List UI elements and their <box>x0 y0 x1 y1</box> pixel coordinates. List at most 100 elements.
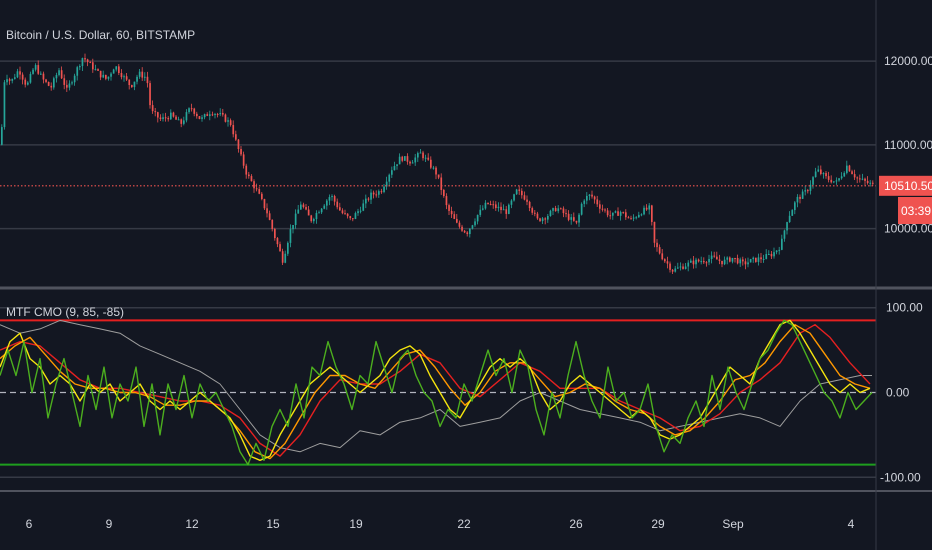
candle <box>6 74 8 86</box>
candle <box>489 200 492 206</box>
candle <box>796 194 799 208</box>
candle <box>557 205 560 214</box>
candle <box>596 195 599 208</box>
candle <box>68 80 71 91</box>
candle <box>463 229 466 234</box>
candle <box>744 258 747 270</box>
candle <box>638 211 640 218</box>
candle <box>271 219 274 232</box>
candle <box>40 71 42 75</box>
candle <box>133 81 136 91</box>
indicator-pane[interactable] <box>0 306 876 479</box>
candle <box>614 210 617 214</box>
candle <box>268 210 271 221</box>
candle <box>523 191 526 201</box>
current-price-tag[interactable] <box>879 175 932 196</box>
candle <box>29 71 32 84</box>
candle <box>8 77 11 85</box>
candle <box>848 164 851 172</box>
candle <box>180 118 183 128</box>
candle <box>112 68 115 74</box>
candle <box>380 188 383 194</box>
candle <box>513 193 515 202</box>
candle <box>349 215 352 221</box>
candle <box>448 203 450 216</box>
candle <box>588 194 591 201</box>
candle <box>690 258 692 263</box>
candle <box>79 64 81 71</box>
candle <box>367 197 370 202</box>
candle <box>695 257 697 269</box>
price-pane[interactable] <box>0 53 932 290</box>
candle <box>45 78 47 84</box>
candle <box>851 169 853 175</box>
candle <box>430 156 432 170</box>
candle <box>357 208 359 216</box>
candle <box>479 204 482 217</box>
candle <box>305 204 307 211</box>
candle <box>710 251 713 264</box>
candle <box>612 212 614 220</box>
candle <box>157 111 159 123</box>
candle <box>674 265 677 273</box>
candle <box>599 200 601 214</box>
candle <box>144 72 146 82</box>
candle <box>289 224 292 248</box>
candle <box>586 192 588 205</box>
candle <box>487 202 489 205</box>
candle <box>177 116 180 121</box>
candle <box>58 68 60 77</box>
candle <box>375 190 378 198</box>
candle <box>653 221 656 248</box>
candle <box>24 77 27 88</box>
time-axis[interactable]: 6 9 12 15 19 22 26 29 Sep 4 <box>0 490 932 531</box>
candle <box>515 188 518 195</box>
price-axis[interactable]: 12000.00 11000.00 10000.00 10510.50 03:39 100… <box>875 0 932 550</box>
candle <box>773 247 775 259</box>
candle <box>661 249 664 261</box>
candle <box>76 65 79 81</box>
candle <box>453 211 456 220</box>
candle <box>232 120 235 138</box>
candle <box>671 269 674 275</box>
candle <box>687 260 690 272</box>
candle <box>118 64 120 76</box>
candle <box>734 257 736 263</box>
cmo-series-line-green <box>0 319 873 466</box>
candle <box>716 251 718 260</box>
candle <box>336 198 339 210</box>
countdown-tag <box>898 197 932 224</box>
candle <box>11 78 14 84</box>
candle <box>71 80 73 86</box>
candle <box>193 107 196 117</box>
time-tick-label: 15 <box>266 517 280 531</box>
indicator-tick-label: -100.00 <box>880 470 921 484</box>
candle <box>812 175 814 189</box>
candle <box>866 176 869 185</box>
candle <box>541 216 544 225</box>
candle <box>229 118 232 127</box>
candle <box>378 189 380 198</box>
candle <box>16 68 19 79</box>
candle <box>32 68 34 75</box>
candle <box>34 63 37 72</box>
time-tick-label: Sep <box>722 517 744 531</box>
candle <box>497 202 500 212</box>
candle <box>505 206 508 219</box>
candle <box>315 210 318 224</box>
candle <box>196 111 198 119</box>
candle <box>258 186 261 195</box>
candle <box>435 166 437 180</box>
candle <box>3 80 6 130</box>
candle <box>833 181 835 184</box>
candle <box>281 248 284 266</box>
candle <box>617 207 619 216</box>
candle <box>768 250 770 256</box>
price-tick-label: 11000.00 <box>884 138 932 152</box>
candle <box>809 180 812 195</box>
candle <box>450 206 453 218</box>
candle <box>664 258 666 263</box>
candle <box>604 208 606 213</box>
candle <box>344 209 346 215</box>
